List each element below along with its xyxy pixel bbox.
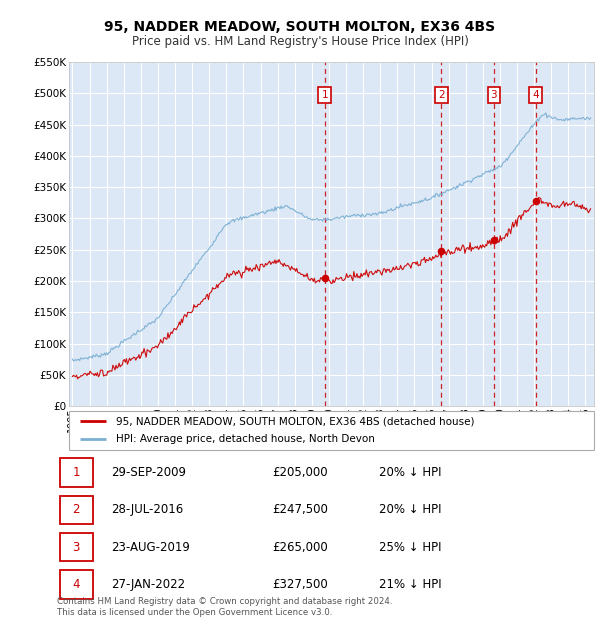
Text: This data is licensed under the Open Government Licence v3.0.: This data is licensed under the Open Gov… [57, 608, 332, 617]
Text: 28-JUL-2016: 28-JUL-2016 [111, 503, 183, 516]
Text: 4: 4 [532, 90, 539, 100]
Text: 3: 3 [491, 90, 497, 100]
FancyBboxPatch shape [59, 458, 93, 487]
FancyBboxPatch shape [59, 533, 93, 562]
Text: 3: 3 [73, 541, 80, 554]
Text: 1: 1 [322, 90, 328, 100]
Text: Contains HM Land Registry data © Crown copyright and database right 2024.: Contains HM Land Registry data © Crown c… [57, 597, 392, 606]
Text: 23-AUG-2019: 23-AUG-2019 [111, 541, 190, 554]
Text: £265,000: £265,000 [272, 541, 328, 554]
Text: 2: 2 [438, 90, 445, 100]
Text: 20% ↓ HPI: 20% ↓ HPI [379, 466, 442, 479]
FancyBboxPatch shape [59, 495, 93, 525]
Point [436, 246, 446, 256]
Point [320, 273, 329, 283]
Text: £327,500: £327,500 [272, 578, 328, 591]
Text: 27-JAN-2022: 27-JAN-2022 [111, 578, 185, 591]
Text: 95, NADDER MEADOW, SOUTH MOLTON, EX36 4BS (detached house): 95, NADDER MEADOW, SOUTH MOLTON, EX36 4B… [116, 417, 475, 427]
Text: £205,000: £205,000 [272, 466, 328, 479]
Text: 25% ↓ HPI: 25% ↓ HPI [379, 541, 442, 554]
Text: 2: 2 [73, 503, 80, 516]
Text: 95, NADDER MEADOW, SOUTH MOLTON, EX36 4BS: 95, NADDER MEADOW, SOUTH MOLTON, EX36 4B… [104, 20, 496, 34]
Text: 20% ↓ HPI: 20% ↓ HPI [379, 503, 442, 516]
Text: Price paid vs. HM Land Registry's House Price Index (HPI): Price paid vs. HM Land Registry's House … [131, 35, 469, 48]
FancyBboxPatch shape [59, 570, 93, 599]
Text: £247,500: £247,500 [272, 503, 328, 516]
Text: HPI: Average price, detached house, North Devon: HPI: Average price, detached house, Nort… [116, 434, 375, 444]
Text: 4: 4 [73, 578, 80, 591]
FancyBboxPatch shape [69, 411, 594, 449]
Text: 29-SEP-2009: 29-SEP-2009 [111, 466, 186, 479]
Point [489, 236, 499, 246]
Point [531, 197, 541, 206]
Text: 1: 1 [73, 466, 80, 479]
Text: 21% ↓ HPI: 21% ↓ HPI [379, 578, 442, 591]
